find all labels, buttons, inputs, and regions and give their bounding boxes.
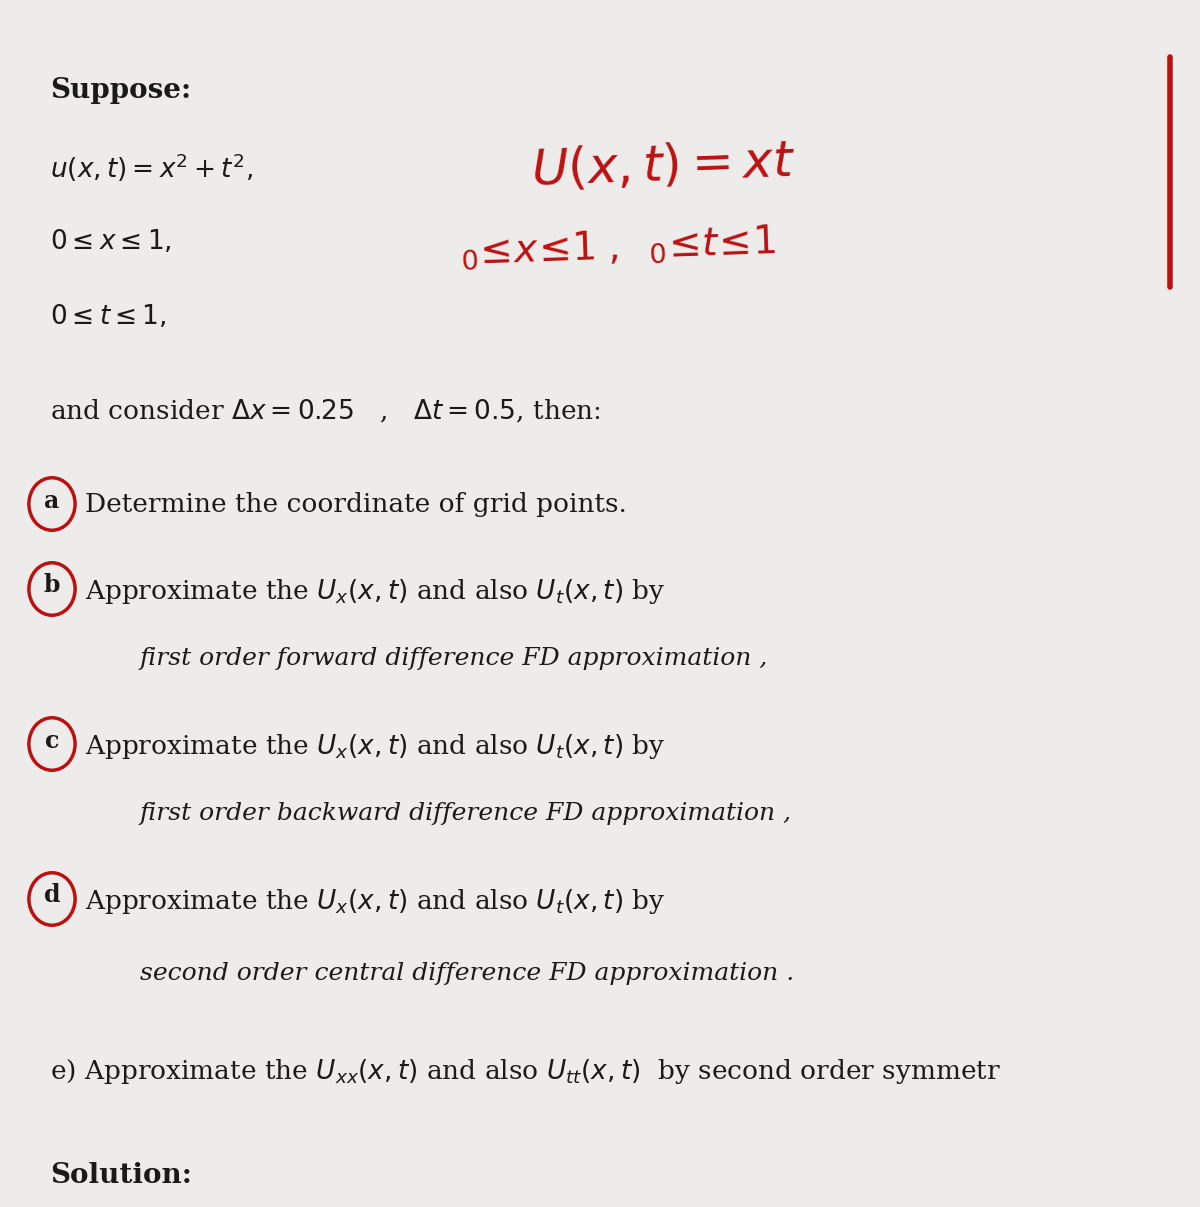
Text: first order forward difference FD approximation ,: first order forward difference FD approx…	[140, 647, 768, 670]
Text: $_0\!\leq\! x\!\leq\!1\;,\;\;_0\!\leq\! t\!\leq\!1$: $_0\!\leq\! x\!\leq\!1\;,\;\;_0\!\leq\! …	[460, 222, 776, 272]
Text: a: a	[44, 489, 60, 513]
Text: $u(x, t) = x^2 + t^2,$: $u(x, t) = x^2 + t^2,$	[50, 152, 253, 185]
Text: b: b	[43, 573, 60, 597]
Text: Approximate the $U_x(x, t)$ and also $U_t(x, t)$ by: Approximate the $U_x(x, t)$ and also $U_…	[85, 577, 665, 606]
Text: $0 \leq x \leq 1,$: $0 \leq x \leq 1,$	[50, 227, 172, 253]
Text: Approximate the $U_x(x, t)$ and also $U_t(x, t)$ by: Approximate the $U_x(x, t)$ and also $U_…	[85, 731, 665, 760]
Text: first order backward difference FD approximation ,: first order backward difference FD appro…	[140, 801, 792, 826]
Text: Approximate the $U_x(x, t)$ and also $U_t(x, t)$ by: Approximate the $U_x(x, t)$ and also $U_…	[85, 887, 665, 916]
Text: Solution:: Solution:	[50, 1162, 192, 1189]
Text: second order central difference FD approximation .: second order central difference FD appro…	[140, 962, 794, 985]
Text: $U(x,t)=xt$: $U(x,t)=xt$	[530, 138, 796, 196]
Text: Determine the coordinate of grid points.: Determine the coordinate of grid points.	[85, 492, 626, 517]
Text: d: d	[43, 884, 60, 908]
Text: $0 \leq t \leq 1,$: $0 \leq t \leq 1,$	[50, 302, 167, 330]
Text: and consider $\Delta x = 0.25$   ,   $\Delta t = 0.5$, then:: and consider $\Delta x = 0.25$ , $\Delta…	[50, 397, 601, 424]
Text: c: c	[44, 729, 59, 752]
Text: Suppose:: Suppose:	[50, 77, 191, 104]
Text: e) Approximate the $U_{xx}(x, t)$ and also $U_{tt}(x, t)$  by second order symme: e) Approximate the $U_{xx}(x, t)$ and al…	[50, 1057, 1001, 1086]
